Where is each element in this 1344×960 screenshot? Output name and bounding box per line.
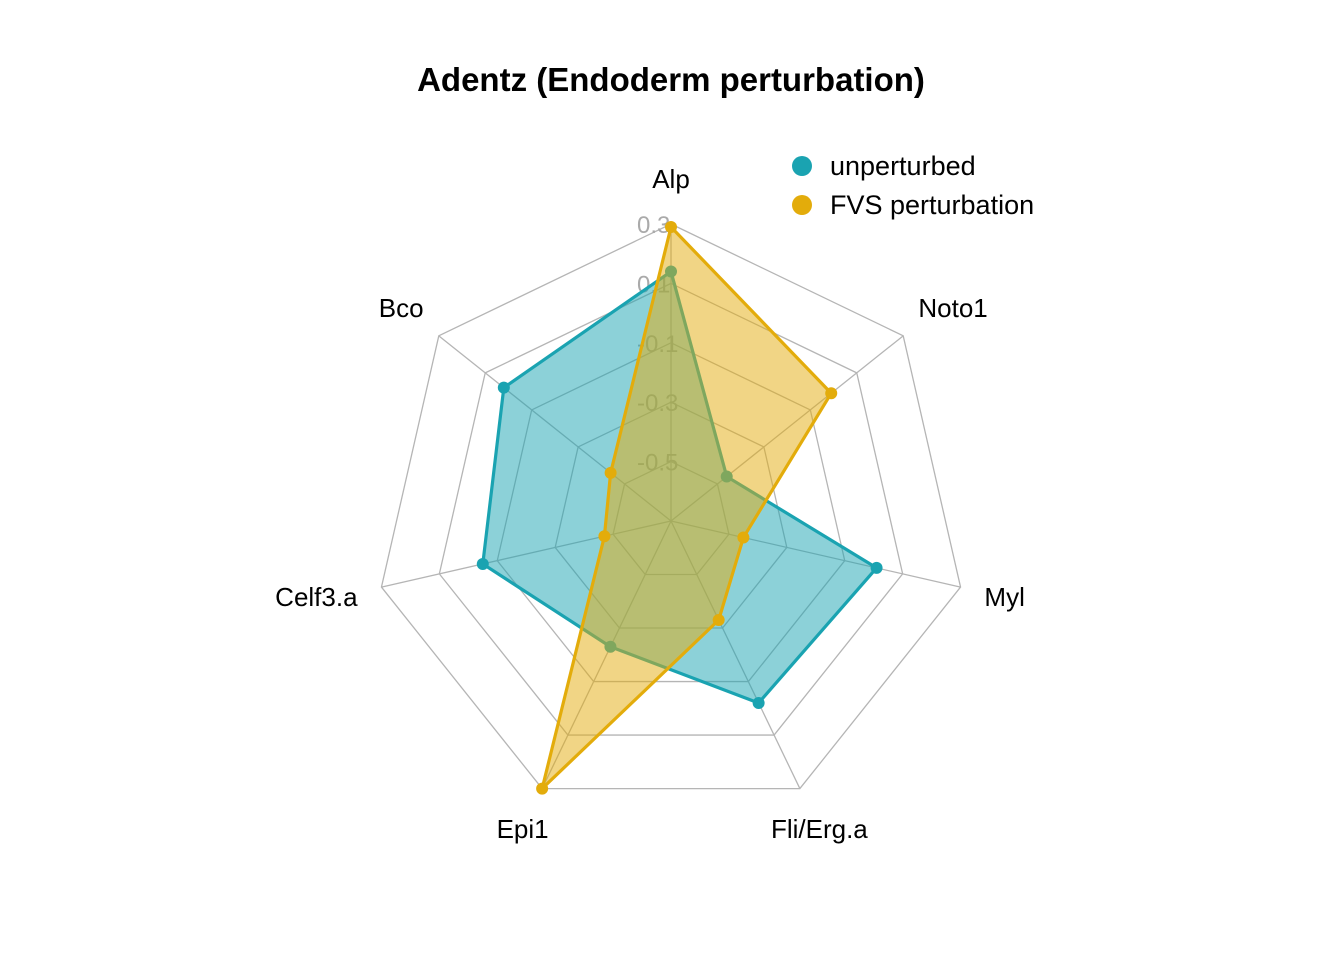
data-point-fvs-perturbation-bco [604, 466, 617, 479]
data-point-fvs-perturbation-epi1 [536, 782, 549, 795]
data-point-fvs-perturbation-fli-erg-a [712, 614, 725, 627]
chart-title: Adentz (Endoderm perturbation) [417, 61, 925, 98]
legend: unperturbed FVS perturbation [792, 151, 1034, 220]
legend-item-fvs-perturbation: FVS perturbation [792, 190, 1034, 220]
axis-label-celf3-a: Celf3.a [275, 582, 358, 612]
legend-label-unperturbed: unperturbed [830, 151, 976, 181]
axis-labels: Alp Noto1 Myl Fli/Erg.a Epi1 Celf3.a Bco [275, 164, 1025, 844]
data-point-unperturbed-fli-erg-a [752, 696, 765, 709]
axis-label-fli-erg-a: Fli/Erg.a [771, 814, 868, 844]
legend-label-fvs-perturbation: FVS perturbation [830, 190, 1034, 220]
axis-label-noto1: Noto1 [918, 293, 987, 323]
series-layer [476, 220, 883, 795]
grid-ring-1 [438, 282, 904, 736]
data-point-fvs-perturbation-celf3-a [598, 530, 611, 543]
data-point-unperturbed-celf3-a [476, 557, 489, 570]
series-fvs-perturbation [536, 220, 838, 795]
series-area-fvs-perturbation [542, 226, 832, 789]
axis-label-myl: Myl [984, 582, 1024, 612]
data-point-unperturbed-bco [497, 381, 510, 394]
grid-ring-0 [380, 223, 962, 790]
series-line-fvs-perturbation [540, 225, 833, 791]
axis-label-alp: Alp [652, 164, 690, 194]
axis-label-epi1: Epi1 [497, 814, 549, 844]
axis-label-bco: Bco [379, 293, 424, 323]
data-point-unperturbed-myl [870, 561, 883, 574]
data-point-fvs-perturbation-alp [665, 220, 677, 233]
legend-swatch-unperturbed [792, 156, 812, 176]
tick-label: 0.3 [637, 212, 670, 239]
data-point-fvs-perturbation-myl [737, 531, 750, 544]
legend-swatch-fvs-perturbation [792, 195, 812, 215]
legend-item-unperturbed: unperturbed [792, 151, 976, 181]
data-point-fvs-perturbation-noto1 [825, 387, 838, 400]
